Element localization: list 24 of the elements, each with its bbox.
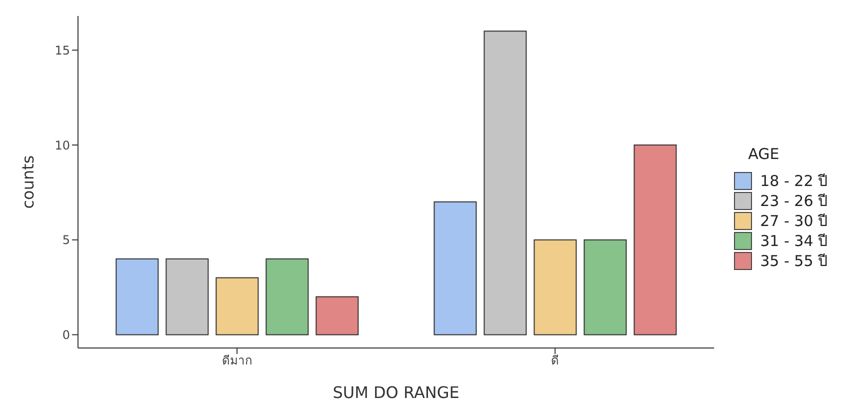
bar	[634, 144, 677, 336]
y-axis-title: counts	[18, 155, 38, 209]
y-tick-label: 5	[62, 233, 70, 248]
bar	[534, 239, 577, 336]
bar	[266, 258, 309, 336]
y-tick-label: 10	[54, 138, 70, 152]
y-tick-label: 15	[54, 43, 70, 58]
bar	[584, 239, 627, 336]
bar	[484, 30, 527, 336]
legend-label: 18 - 22 ปี	[760, 171, 828, 192]
x-tick-label: ดีมาก	[222, 354, 252, 368]
bar	[116, 258, 159, 336]
legend-label: 23 - 26 ปี	[760, 191, 828, 212]
legend-label: 27 - 30 ปี	[760, 211, 828, 232]
legend-title: AGE	[748, 145, 780, 163]
x-axis-title: SUM DO RANGE	[332, 383, 460, 402]
bar	[166, 258, 209, 336]
x-tick-label: ดี	[551, 354, 560, 368]
legend-label: 35 - 55 ปี	[760, 251, 828, 272]
legend-label: 31 - 34 ปี	[760, 231, 828, 252]
bar	[316, 296, 359, 336]
bar	[434, 201, 477, 336]
y-tick-label: 0	[62, 328, 70, 342]
bar	[216, 277, 259, 336]
